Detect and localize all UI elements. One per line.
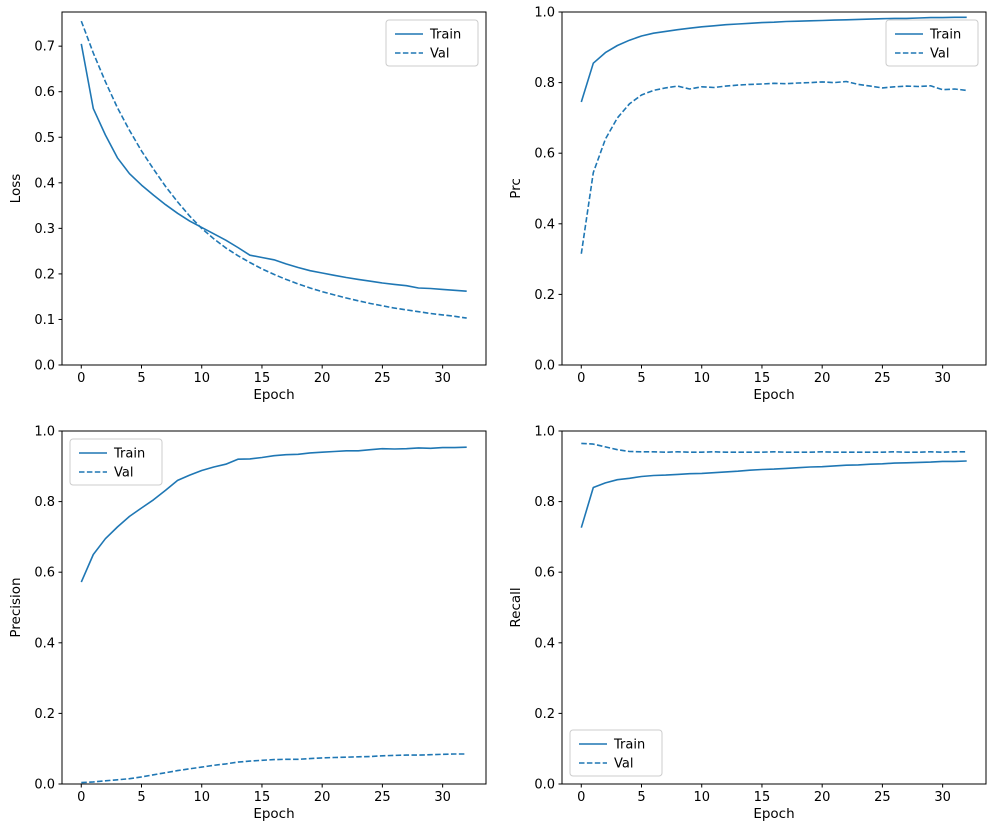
x-tick-label: 30 [934,371,951,386]
legend-box [385,19,479,67]
y-tick-label: 0.3 [34,222,55,237]
plot-border [61,11,487,366]
x-tick-label: 10 [193,371,210,386]
precision-chart: 0 5 10 15 20 25 30 0.0 0.2 0.4 0.6 0.8 1.0 Epoch Preci… [8,425,487,822]
legend-box [69,438,163,486]
x-tick-label: 15 [754,371,771,386]
x-tick-label: 5 [137,790,145,805]
y-tick-label: 1.0 [534,6,555,21]
x-tick-label: 20 [814,371,831,386]
y-tick-label: 0.0 [534,778,555,793]
y-tick-label: 0.4 [34,636,55,651]
x-tick-label: 15 [754,790,771,805]
legend-label: Train [613,738,645,753]
series-line-train [80,43,467,292]
subplot-loss: 0 5 10 15 20 25 30 0.0 0.1 0.2 0.3 0.4 0.5 0.6 0.7 Epoc… [0,0,500,419]
loss-chart: 0 5 10 15 20 25 30 0.0 0.1 0.2 0.3 0.4 0.5 0.6 0.7 Epoc… [8,11,487,403]
plot-border [561,430,987,785]
x-tick-label: 0 [77,790,85,805]
x-tick-label: 0 [577,371,585,386]
series-line-val [80,20,467,319]
legend-label: Train [429,28,461,43]
subplot-prc: 0 5 10 15 20 25 30 0.0 0.2 0.4 0.6 0.8 1.0 Epoch Prc Tr… [500,0,1000,419]
y-tick-label: 0.2 [534,707,555,722]
x-tick-label: 25 [874,790,891,805]
y-tick-label: 0.0 [534,359,555,374]
series-line-val [581,442,967,453]
x-tick-label: 10 [693,371,710,386]
series-line-val [580,80,967,254]
y-tick-label: 0.6 [534,566,555,581]
y-tick-label: 0.4 [534,636,555,651]
series-line-val [81,753,467,784]
y-tick-label: 0.0 [34,359,55,374]
x-tick-label: 25 [374,790,391,805]
y-tick-label: 0.2 [34,707,55,722]
y-tick-label: 0.8 [534,495,555,510]
legend-box [569,729,663,777]
x-axis-label: Epoch [753,806,794,822]
y-tick-label: 0.8 [534,76,555,91]
x-tick-label: 5 [637,790,645,805]
y-tick-label: 0.2 [534,288,555,303]
x-tick-label: 25 [874,371,891,386]
x-tick-label: 30 [434,371,451,386]
legend-label: Val [930,47,949,62]
x-tick-label: 15 [254,790,271,805]
plot-border [61,430,487,785]
x-tick-label: 30 [934,790,951,805]
legend-label: Val [114,466,133,481]
y-axis-label: Recall [508,587,524,627]
x-tick-label: 5 [637,371,645,386]
x-axis-label: Epoch [253,806,294,822]
x-tick-label: 20 [814,790,831,805]
series-line-train [80,446,467,583]
legend-label: Val [430,47,449,62]
legend-label: Train [113,447,145,462]
x-tick-label: 10 [693,790,710,805]
series-line-train [580,460,967,528]
y-tick-label: 0.7 [34,40,55,55]
x-tick-label: 30 [434,790,451,805]
legend-box [885,19,979,67]
y-tick-label: 0.4 [34,176,55,191]
y-axis-label: Precision [8,577,24,637]
legend-label: Val [614,757,633,772]
series-line-train [580,16,967,103]
plot-border [561,11,987,366]
x-tick-label: 25 [374,371,391,386]
x-tick-label: 15 [254,371,271,386]
x-axis-label: Epoch [753,387,794,403]
x-tick-label: 10 [193,790,210,805]
y-tick-label: 0.1 [34,313,55,328]
subplot-recall: 0 5 10 15 20 25 30 0.0 0.2 0.4 0.6 0.8 1.0 Epoch Recal… [500,419,1000,838]
y-tick-label: 0.6 [534,147,555,162]
subplot-precision: 0 5 10 15 20 25 30 0.0 0.2 0.4 0.6 0.8 1.0 Epoch Preci… [0,419,500,838]
legend-label: Train [929,28,961,43]
x-tick-label: 0 [577,790,585,805]
y-tick-label: 0.6 [34,85,55,100]
x-tick-label: 0 [77,371,85,386]
y-tick-label: 0.0 [34,778,55,793]
y-tick-label: 0.2 [34,267,55,282]
y-tick-label: 0.4 [534,217,555,232]
y-tick-label: 0.5 [34,131,55,146]
y-axis-label: Loss [8,174,24,204]
x-tick-label: 20 [314,790,331,805]
y-axis-label: Prc [508,178,524,199]
x-axis-label: Epoch [253,387,294,403]
prc-chart: 0 5 10 15 20 25 30 0.0 0.2 0.4 0.6 0.8 1.0 Epoch Prc Tr… [508,6,987,403]
x-tick-label: 20 [314,371,331,386]
x-tick-label: 5 [137,371,145,386]
y-tick-label: 0.6 [34,566,55,581]
y-tick-label: 1.0 [534,425,555,440]
y-tick-label: 1.0 [34,425,55,440]
recall-chart: 0 5 10 15 20 25 30 0.0 0.2 0.4 0.6 0.8 1.0 Epoch Recal… [508,425,987,822]
y-tick-label: 0.8 [34,495,55,510]
